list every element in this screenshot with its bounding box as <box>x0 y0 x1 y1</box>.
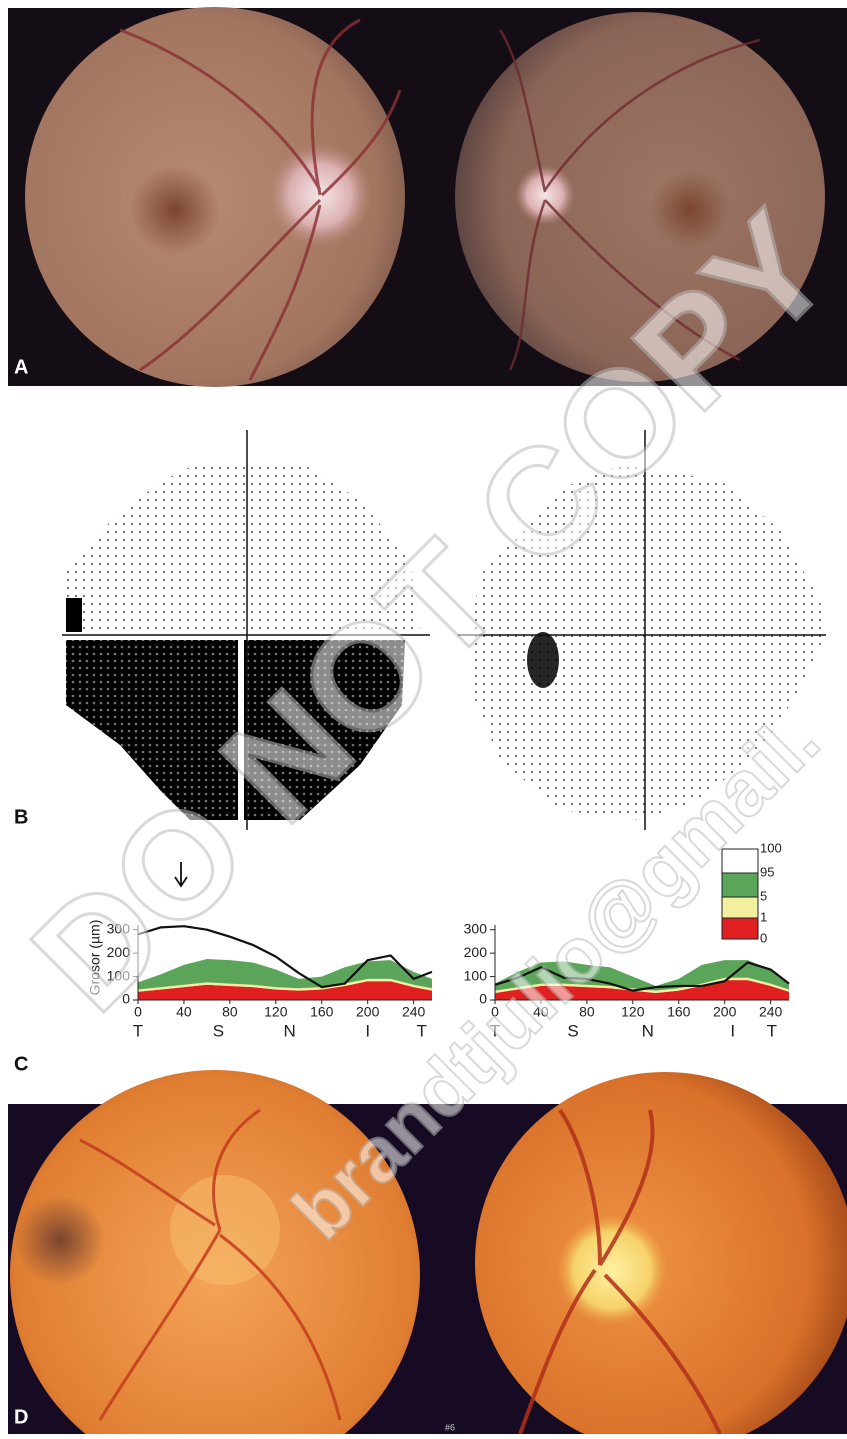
legend-label: 5 <box>760 888 767 903</box>
panel-label: B <box>14 806 28 828</box>
y-tick-label: 300 <box>464 920 488 936</box>
sector-label: I <box>365 1021 370 1040</box>
macula <box>15 1195 105 1285</box>
y-tick-label: 200 <box>464 944 488 960</box>
x-tick-label: 200 <box>713 1004 737 1020</box>
field-defect <box>527 632 559 688</box>
legend-label: 1 <box>760 909 767 924</box>
legend-swatch <box>722 897 758 918</box>
sector-label: S <box>567 1021 578 1040</box>
x-tick-label: 120 <box>264 1004 288 1020</box>
x-tick-label: 200 <box>356 1004 380 1020</box>
x-tick-label: 40 <box>176 1004 192 1020</box>
image-code: #6 <box>445 1422 455 1432</box>
x-tick-label: 120 <box>621 1004 645 1020</box>
legend-label: 100 <box>760 840 782 855</box>
sector-label: N <box>642 1021 654 1040</box>
field-defect <box>66 598 82 632</box>
x-tick-label: 80 <box>222 1004 238 1020</box>
optic-disc <box>170 1175 280 1285</box>
panel-label: D <box>14 1406 28 1428</box>
legend-swatch <box>722 873 758 897</box>
sector-label: N <box>283 1021 295 1040</box>
sector-label: T <box>416 1021 426 1040</box>
x-tick-label: 240 <box>759 1004 783 1020</box>
x-tick-label: 240 <box>402 1004 426 1020</box>
sector-label: S <box>213 1021 224 1040</box>
legend-label: 95 <box>760 864 774 879</box>
x-tick-label: 160 <box>310 1004 334 1020</box>
sector-label: I <box>730 1021 735 1040</box>
legend-label: 0 <box>760 930 767 945</box>
macula <box>130 165 220 255</box>
panel-label: A <box>14 356 28 378</box>
page: {"panels": {"a": "A", "b": "B", "c": "C"… <box>0 0 847 1434</box>
panel-label: C <box>14 1053 28 1075</box>
sector-label: T <box>767 1021 777 1040</box>
y-tick-label: 100 <box>464 967 488 983</box>
optic-disc <box>515 165 575 225</box>
x-tick-label: 160 <box>667 1004 691 1020</box>
legend-swatch <box>722 918 758 939</box>
figure: A B 010020030004080120160200240TSNITGros… <box>0 0 847 1434</box>
